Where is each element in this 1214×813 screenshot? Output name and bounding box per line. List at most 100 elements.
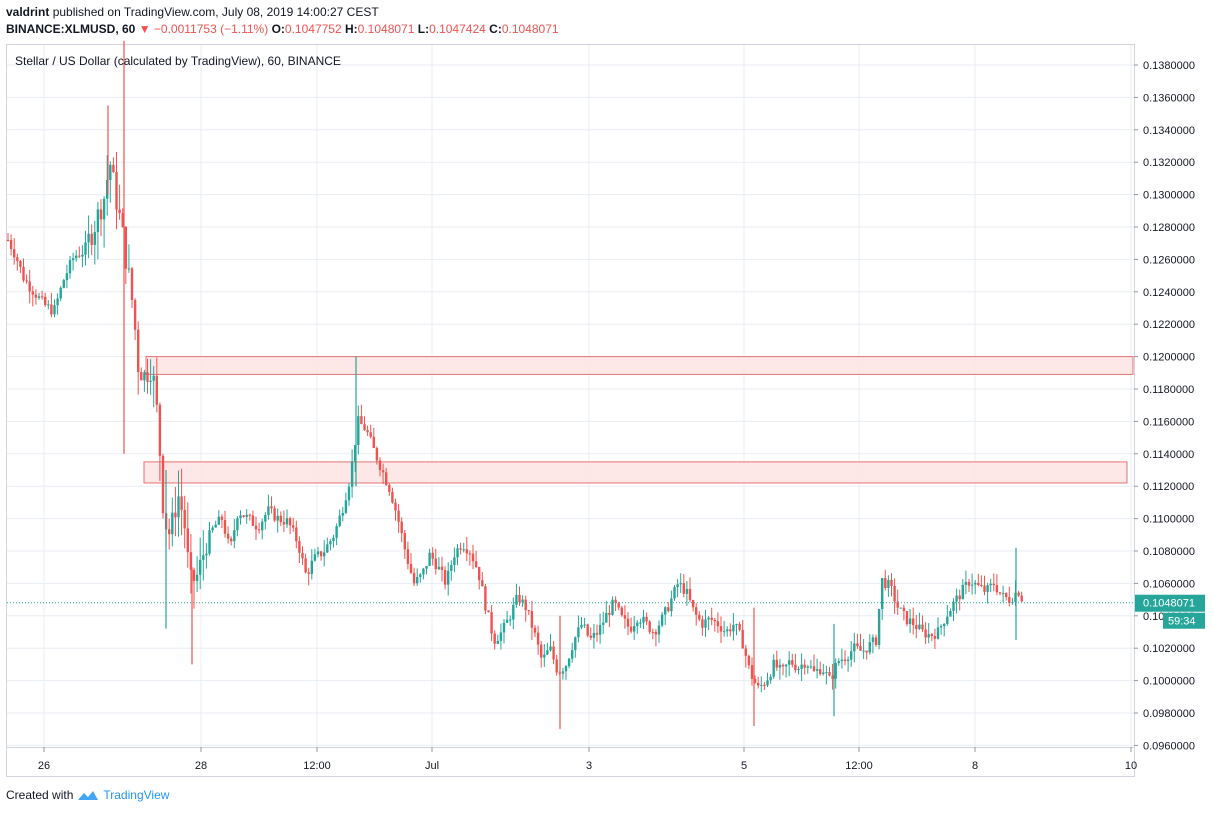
resistance-zone[interactable] — [145, 356, 1134, 375]
candle-body — [59, 287, 62, 299]
resistance-zones — [143, 356, 1134, 484]
candle-body — [168, 529, 171, 535]
candle-body — [834, 663, 837, 679]
candle-body — [279, 515, 282, 523]
candle-body — [685, 588, 689, 594]
candle-body — [1020, 595, 1023, 602]
candle-body — [691, 600, 695, 608]
candle-body — [44, 296, 47, 306]
candle-body — [868, 642, 871, 653]
candle-body — [602, 622, 605, 625]
candle-body — [843, 659, 847, 661]
candle-body — [474, 561, 478, 567]
candle-body — [304, 558, 307, 573]
candle-body — [629, 626, 633, 632]
candle-body — [524, 599, 527, 611]
candle-body — [617, 602, 620, 608]
candle-body — [927, 634, 930, 638]
candle-body — [710, 617, 713, 621]
x-tick-label: Jul — [425, 760, 439, 772]
candle-body — [121, 213, 124, 227]
candle-body — [983, 585, 986, 592]
candle-body — [9, 240, 13, 250]
candle-body — [78, 255, 81, 257]
candle-body — [660, 614, 664, 626]
candle-body — [788, 660, 791, 665]
candle-body — [992, 583, 995, 586]
candle-body — [530, 611, 534, 628]
candle-body — [25, 280, 28, 282]
candle-body — [202, 555, 205, 560]
candle-body — [332, 537, 335, 542]
candle-body — [905, 611, 909, 625]
candle-body — [453, 557, 456, 566]
y-tick-label: 0.1280000 — [1143, 222, 1195, 234]
symbol-label: BINANCE:XLMUSD, 60 — [6, 22, 136, 36]
resistance-zone[interactable] — [143, 461, 1128, 484]
candle-body — [496, 640, 499, 644]
candle-body — [753, 678, 757, 683]
tradingview-link[interactable]: TradingView — [103, 788, 170, 802]
candle-body — [223, 519, 227, 534]
price-axis[interactable]: 0.1380000 0.1360000 0.1340000 0.1320000 0.13… — [1134, 60, 1195, 752]
candle-body — [363, 424, 366, 431]
candle-body — [980, 584, 983, 586]
candle-body — [871, 637, 875, 643]
y-tick-label: 0.1080000 — [1143, 546, 1195, 558]
candle-body — [939, 626, 943, 628]
candle-body — [577, 627, 580, 638]
candle-body — [56, 298, 59, 306]
time-axis[interactable]: 26 28 12:00 Jul 3 5 12:00 8 10 — [38, 747, 1137, 772]
candles — [6, 40, 1023, 730]
candle-body — [664, 607, 667, 615]
candle-body — [369, 432, 372, 437]
candle-body — [400, 521, 403, 534]
candle-body — [106, 179, 109, 199]
candle-body — [93, 232, 96, 245]
author-name[interactable]: valdrint — [6, 5, 50, 19]
last-price-tag: 0.1048071 59:34 — [1135, 594, 1205, 629]
candle-body — [998, 592, 1002, 594]
candle-body — [50, 304, 53, 315]
candle-body — [295, 527, 298, 542]
candle-body — [298, 541, 301, 553]
candle-body — [822, 672, 825, 675]
candle-body — [1008, 597, 1011, 603]
candle-body — [183, 509, 186, 529]
candle-body — [636, 622, 639, 627]
candle-body — [800, 664, 803, 669]
y-tick-label: 0.1200000 — [1143, 352, 1195, 364]
candle-body — [561, 671, 565, 674]
candle-body — [385, 472, 388, 485]
candle-body — [812, 666, 816, 671]
candle-body — [716, 621, 720, 627]
candle-body — [881, 578, 884, 610]
y-tick-label: 0.1060000 — [1143, 578, 1195, 590]
candle-body — [102, 198, 106, 220]
candle-body — [468, 553, 472, 555]
candle-body — [499, 632, 503, 641]
candle-body — [902, 607, 906, 612]
candle-body — [682, 583, 685, 594]
candle-body — [815, 669, 819, 671]
candle-body — [124, 226, 127, 269]
candle-body — [205, 553, 208, 556]
candle-body — [874, 637, 878, 645]
x-tick-label: 3 — [586, 760, 592, 772]
candle-body — [729, 629, 732, 632]
ohlc-legend: BINANCE:XLMUSD, 60 ▼ −0.0011753 (−1.11%)… — [6, 22, 559, 36]
candle-body — [6, 239, 10, 241]
candle-body — [149, 380, 152, 382]
candle-body — [307, 572, 310, 574]
y-tick-label: 0.1260000 — [1143, 254, 1195, 266]
candle-body — [462, 549, 465, 551]
candle-body — [701, 619, 704, 628]
candle-body — [574, 637, 577, 651]
candle-body — [127, 268, 131, 270]
high-label: H: — [345, 22, 358, 36]
candle-body — [81, 254, 84, 257]
y-tick-label: 0.1380000 — [1143, 60, 1195, 72]
candle-body — [794, 664, 797, 671]
candle-body — [598, 624, 602, 635]
